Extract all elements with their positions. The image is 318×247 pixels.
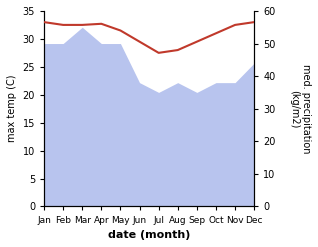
Y-axis label: max temp (C): max temp (C) [7,75,17,143]
Y-axis label: med. precipitation
(kg/m2): med. precipitation (kg/m2) [289,64,311,153]
X-axis label: date (month): date (month) [108,230,190,240]
